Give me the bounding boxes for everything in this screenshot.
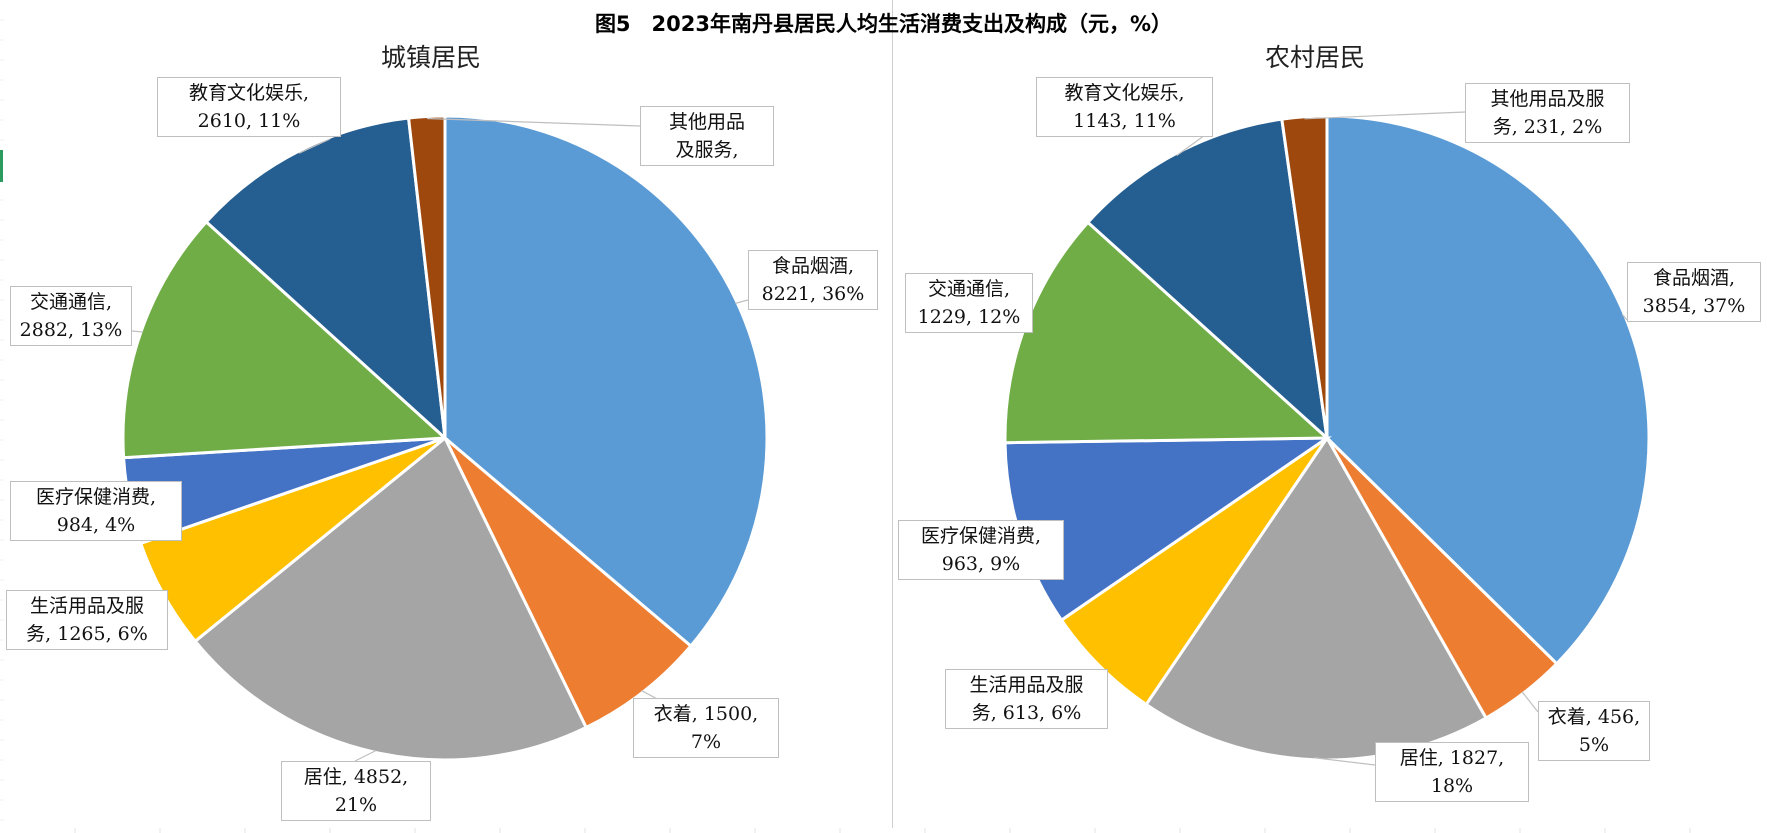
rural-slice-3 (1059, 436, 1329, 707)
rural-data-label-0: 食品烟酒, 3854, 37% (1627, 262, 1761, 322)
rural-leader-line-1 (1521, 691, 1539, 713)
rural-slice-2 (1144, 435, 1489, 762)
rural-data-label-1: 衣着, 456, 5% (1538, 701, 1650, 761)
rural-leader-line-0 (1621, 313, 1628, 321)
rural-data-label-2: 居住, 1827, 18% (1375, 742, 1529, 802)
urban-data-label-6: 教育文化娱乐, 2610, 11% (157, 77, 341, 137)
rural-leader-line-7 (1304, 111, 1466, 120)
selection-marker (0, 150, 3, 182)
rural-data-label-7: 其他用品及服 务, 231, 2% (1465, 83, 1630, 143)
urban-leader-line-0 (735, 299, 749, 304)
rural-data-label-4: 医疗保健消费, 963, 9% (898, 520, 1064, 580)
rural-data-label-6: 教育文化娱乐, 1143, 11% (1036, 77, 1213, 137)
rural-leader-line-2 (1314, 757, 1376, 766)
chart-title-rural: 农村居民 (1264, 43, 1365, 72)
urban-data-label-1: 衣着, 1500, 7% (633, 698, 779, 758)
rural-data-label-3: 生活用品及服 务, 613, 6% (945, 669, 1108, 729)
urban-leader-line-6 (298, 138, 331, 154)
rural-data-label-5: 交通通信, 1229, 12% (905, 273, 1033, 333)
figure-title: 图5 2023年南丹县居民人均生活消费支出及构成（元，%） (594, 12, 1173, 36)
chart-title-urban: 城镇居民 (380, 43, 481, 72)
urban-leader-line-2 (354, 749, 377, 762)
urban-slice-2 (193, 435, 589, 762)
urban-data-label-3: 生活用品及服 务, 1265, 6% (6, 590, 168, 650)
rural-slice-6 (1085, 117, 1330, 442)
urban-slice-6 (204, 116, 447, 442)
urban-leader-line-7 (426, 117, 641, 127)
urban-data-label-4: 医疗保健消费, 984, 4% (10, 481, 182, 541)
urban-leader-line-5 (131, 330, 144, 333)
urban-slice-1 (443, 436, 693, 730)
rural-slice-7 (1280, 114, 1329, 439)
urban-slice-7 (406, 114, 447, 439)
urban-data-label-2: 居住, 4852, 21% (281, 761, 431, 821)
urban-data-label-7: 其他用品 及服务, (640, 106, 774, 166)
urban-data-label-5: 交通通信, 2882, 13% (10, 286, 132, 346)
urban-data-label-0: 食品烟酒, 8221, 36% (748, 250, 878, 310)
rural-slice-0 (1325, 114, 1651, 666)
